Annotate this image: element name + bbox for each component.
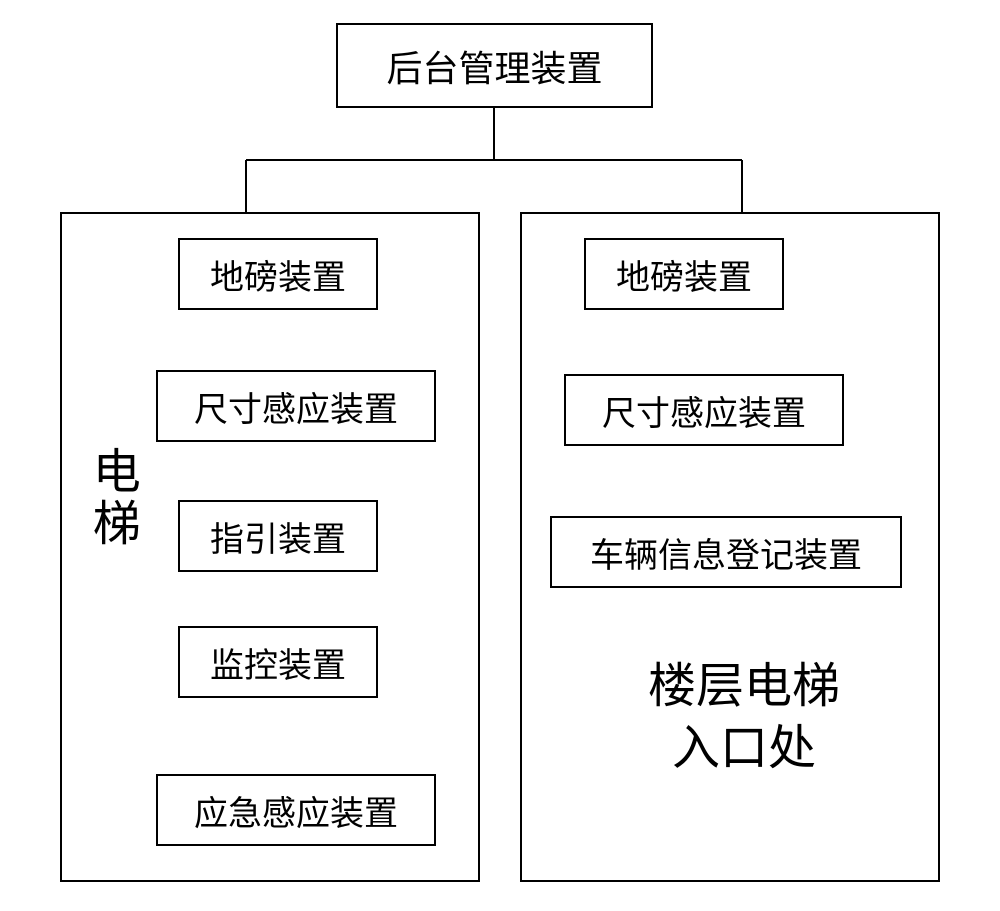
left-item-1: 尺寸感应装置 bbox=[156, 370, 436, 442]
left-item-4-label: 应急感应装置 bbox=[194, 786, 398, 835]
left-item-2: 指引装置 bbox=[178, 500, 378, 572]
left-item-2-label: 指引装置 bbox=[210, 512, 346, 561]
right-item-0-label: 地磅装置 bbox=[616, 250, 752, 299]
right-item-2: 车辆信息登记装置 bbox=[550, 516, 902, 588]
left-item-0: 地磅装置 bbox=[178, 238, 378, 310]
left-item-4: 应急感应装置 bbox=[156, 774, 436, 846]
right-item-0: 地磅装置 bbox=[584, 238, 784, 310]
root-node: 后台管理装置 bbox=[336, 23, 653, 108]
right-bottom-label-line1: 楼层电梯 bbox=[604, 656, 884, 718]
left-item-0-label: 地磅装置 bbox=[210, 250, 346, 299]
right-bottom-label-line2: 入口处 bbox=[604, 718, 884, 780]
right-item-2-label: 车辆信息登记装置 bbox=[590, 528, 862, 577]
left-item-3: 监控装置 bbox=[178, 626, 378, 698]
left-side-label: 电梯 bbox=[84, 446, 137, 550]
root-label: 后台管理装置 bbox=[386, 40, 602, 92]
right-item-1: 尺寸感应装置 bbox=[564, 374, 844, 446]
right-item-1-label: 尺寸感应装置 bbox=[602, 386, 806, 435]
left-item-3-label: 监控装置 bbox=[210, 638, 346, 687]
right-bottom-label: 楼层电梯 入口处 bbox=[604, 656, 884, 781]
left-item-1-label: 尺寸感应装置 bbox=[194, 382, 398, 431]
